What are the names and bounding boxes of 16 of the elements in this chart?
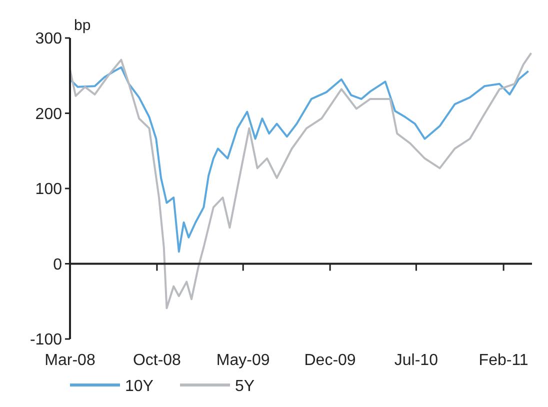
y-tick-label: 200: [35, 106, 62, 123]
y-tick-label: -100: [30, 332, 62, 349]
legend-label: 10Y: [125, 378, 154, 395]
y-tick-label: 100: [35, 181, 62, 198]
y-tick-label: 0: [53, 256, 62, 274]
line-series: [69, 52, 532, 310]
x-tick-label: Dec-09: [304, 352, 356, 369]
x-tick-label: Jul-10: [394, 352, 438, 369]
legend-label: 5Y: [235, 378, 255, 395]
x-tick-label: Mar-08: [44, 352, 96, 369]
x-tick-label: Oct-08: [132, 352, 182, 369]
y-axis-title: bp: [74, 17, 91, 34]
line-series: [69, 66, 530, 253]
x-tick-label: May-09: [216, 352, 270, 369]
y-tick-label: 300: [35, 30, 62, 48]
x-tick-label: Feb-11: [478, 352, 528, 369]
